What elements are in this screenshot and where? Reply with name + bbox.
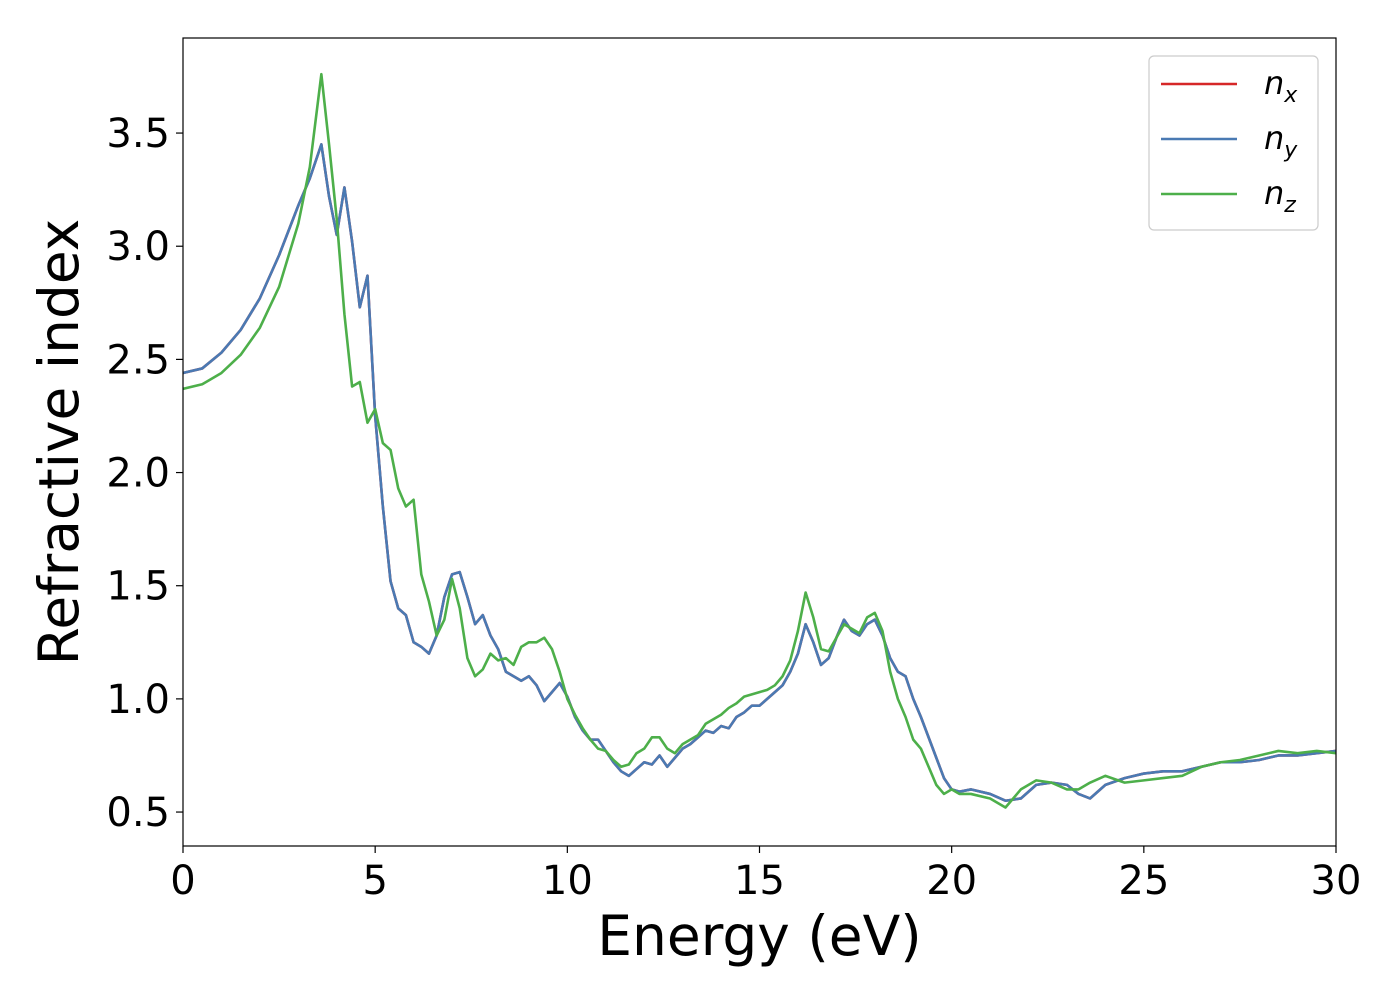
legend-label-x: nx (1264, 64, 1298, 108)
legend-box (1148, 55, 1319, 231)
y-tick-label: 2.5 (106, 337, 170, 383)
y-tick-label: 1.0 (106, 677, 170, 723)
x-tick-label: 25 (1118, 858, 1169, 904)
series-line-z (183, 72, 1336, 809)
y-tick-label: 3.5 (106, 111, 170, 157)
series-line-y (183, 143, 1336, 803)
y-tick-label: 3.0 (106, 224, 170, 270)
series-line-x (183, 143, 1336, 803)
plot-area (183, 72, 1336, 809)
y-axis-title: Refractive index (27, 219, 91, 666)
x-tick-label: 5 (362, 858, 387, 904)
x-tick-label: 30 (1311, 858, 1362, 904)
x-tick-label: 15 (734, 858, 785, 904)
x-axis-ticks: 0 5 10 15 20 25 30 (170, 846, 1361, 904)
legend-label-z: nz (1264, 174, 1296, 218)
x-tick-label: 20 (926, 858, 977, 904)
y-tick-label: 2.0 (106, 451, 170, 497)
y-tick-label: 0.5 (106, 790, 170, 836)
x-tick-label: 0 (170, 858, 195, 904)
x-axis-title: Energy (eV) (597, 904, 921, 968)
legend: nx ny nz (1148, 55, 1319, 231)
y-tick-label: 1.5 (106, 564, 170, 610)
y-axis-ticks: 0.5 1.0 1.5 2.0 2.5 3.0 3.5 (106, 111, 183, 836)
legend-label-y: ny (1264, 119, 1298, 163)
x-tick-label: 10 (542, 858, 593, 904)
